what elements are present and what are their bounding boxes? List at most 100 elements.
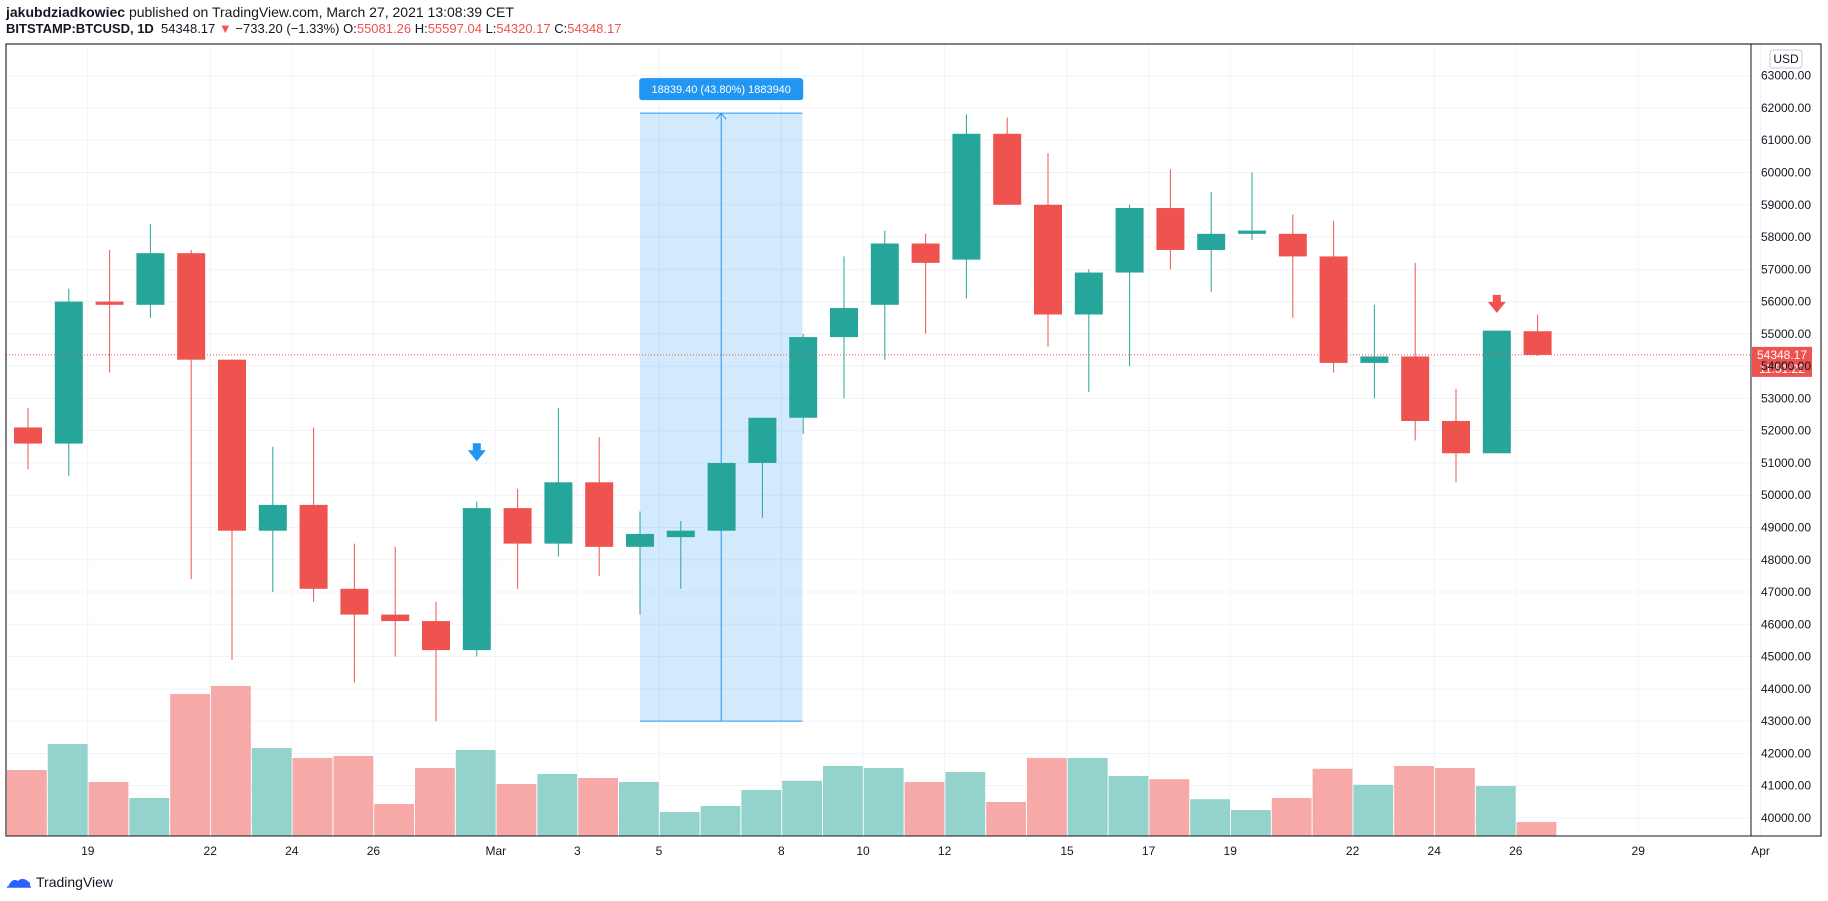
price-tick-label: 60000.00 <box>1761 166 1811 180</box>
price-tick-label: 58000.00 <box>1761 230 1811 244</box>
last-price-badge <box>1752 346 1812 377</box>
tradingview-footer[interactable]: TradingView <box>6 874 113 890</box>
volume-bar <box>863 768 904 836</box>
volume-bar <box>1475 786 1516 836</box>
candle-body <box>870 243 899 305</box>
volume-bar <box>292 758 333 836</box>
candle-body <box>830 308 858 338</box>
volume-bar <box>496 784 537 836</box>
measure-tool[interactable]: 18839.40 (43.80%) 1883940 <box>639 78 804 722</box>
time-tick-label: 8 <box>778 844 785 858</box>
candle-body <box>1197 233 1226 250</box>
price-tick-label: 52000.00 <box>1761 424 1811 438</box>
close-label: C: <box>554 21 568 36</box>
candle-body <box>585 482 614 547</box>
volume-bar <box>659 812 700 836</box>
time-tick-label: 29 <box>1632 844 1646 858</box>
candle-body <box>1523 331 1552 355</box>
chart-frame <box>5 43 1822 837</box>
time-tick-label: 3 <box>574 844 581 858</box>
tradingview-logo-icon <box>7 878 31 888</box>
volume-bar <box>374 804 414 836</box>
candle-body <box>503 508 532 544</box>
price-tick-label: 49000.00 <box>1761 520 1811 534</box>
time-tick-label: 12 <box>938 844 952 858</box>
sell-arrow-icon <box>1487 294 1506 313</box>
time-tick-label: 26 <box>367 844 381 858</box>
volume-bar <box>1231 810 1271 836</box>
candle-body <box>14 427 42 444</box>
close-value: 54348.17 <box>567 21 622 36</box>
open-label: O: <box>343 21 357 36</box>
candle-body <box>381 614 410 622</box>
price-tick-label: 57000.00 <box>1761 262 1811 276</box>
volume-bar <box>1108 776 1149 836</box>
time-axis[interactable]: 19 22 24 26 Mar 3 5 8 10 12 15 17 19 22 24 26 29 Apr <box>81 844 1770 858</box>
price-tick-label: 51000.00 <box>1761 456 1811 470</box>
volume-bar <box>945 772 986 836</box>
last-price-label: 54348.17 <box>1757 348 1807 362</box>
candle-body <box>626 533 654 547</box>
volume-bar <box>1271 798 1312 836</box>
candle-body <box>1034 204 1062 315</box>
change-down-icon: ▼ <box>218 21 232 36</box>
price-tick-label: 53000.00 <box>1761 391 1811 405</box>
low-value: 54320.17 <box>496 21 551 36</box>
author-name[interactable]: jakubdziadkowiec <box>6 4 126 20</box>
volume-bar <box>455 750 496 836</box>
volume-bar <box>333 756 374 836</box>
candle-body <box>789 337 818 418</box>
low-label: L: <box>485 21 497 36</box>
price-tick-label: 42000.00 <box>1761 746 1811 760</box>
time-tick-label: Apr <box>1751 844 1770 858</box>
price-tick-label: 40000.00 <box>1761 811 1811 825</box>
volume-bar <box>211 686 251 836</box>
price-tick-label: 59000.00 <box>1761 198 1811 212</box>
buy-arrow-icon <box>467 443 486 462</box>
measure-arrow-icon <box>715 112 727 120</box>
change-value: −733.20 (−1.33%) <box>235 21 340 36</box>
volume-bar <box>1516 822 1557 836</box>
price-tick-label: 56000.00 <box>1761 295 1811 309</box>
time-tick-label: 10 <box>856 844 870 858</box>
volume-bar <box>904 782 945 836</box>
volume-bar <box>415 768 455 836</box>
measure-label: 18839.40 (43.80%) 1883940 <box>651 84 790 96</box>
price-axis[interactable]: 40000.00 41000.00 42000.00 43000.00 44000.00… <box>1761 69 1811 825</box>
price-tick-label: 50000.00 <box>1761 488 1811 502</box>
candle-body <box>993 133 1022 205</box>
time-tick-label: 24 <box>285 844 299 858</box>
volume-bar <box>700 806 741 836</box>
time-tick-label: 22 <box>204 844 218 858</box>
tradingview-brand: TradingView <box>36 874 114 890</box>
time-tick-label: 19 <box>81 844 95 858</box>
measure-label-box <box>639 78 804 101</box>
volume-bar <box>578 778 618 836</box>
signal-markers <box>467 294 1506 462</box>
volume-bar <box>47 744 88 836</box>
time-tick-label: 26 <box>1509 844 1523 858</box>
candle-body <box>1319 256 1348 363</box>
candle-body <box>666 530 695 538</box>
volume-bar <box>986 802 1026 836</box>
candle-body <box>911 243 940 263</box>
currency-label: USD <box>1773 52 1799 66</box>
candle-body <box>258 504 287 531</box>
volume-bar <box>1190 799 1230 836</box>
currency-badge[interactable]: USD <box>1769 49 1803 69</box>
candle-body <box>177 253 206 360</box>
price-tick-label: 41000.00 <box>1761 779 1811 793</box>
published-text: published on TradingView.com, March 27, … <box>128 4 514 20</box>
price-tick-label: 47000.00 <box>1761 585 1811 599</box>
candle-body <box>136 253 165 305</box>
price-tick-label: 48000.00 <box>1761 553 1811 567</box>
price-tick-label: 46000.00 <box>1761 617 1811 631</box>
symbol-name[interactable]: BITSTAMP:BTCUSD, 1D <box>6 21 154 36</box>
volume-bar <box>823 766 863 836</box>
candle-body <box>299 504 328 589</box>
candle-body <box>1074 272 1103 315</box>
candle-body <box>952 133 981 260</box>
candle-body <box>1278 233 1307 257</box>
time-tick-label: 19 <box>1224 844 1238 858</box>
